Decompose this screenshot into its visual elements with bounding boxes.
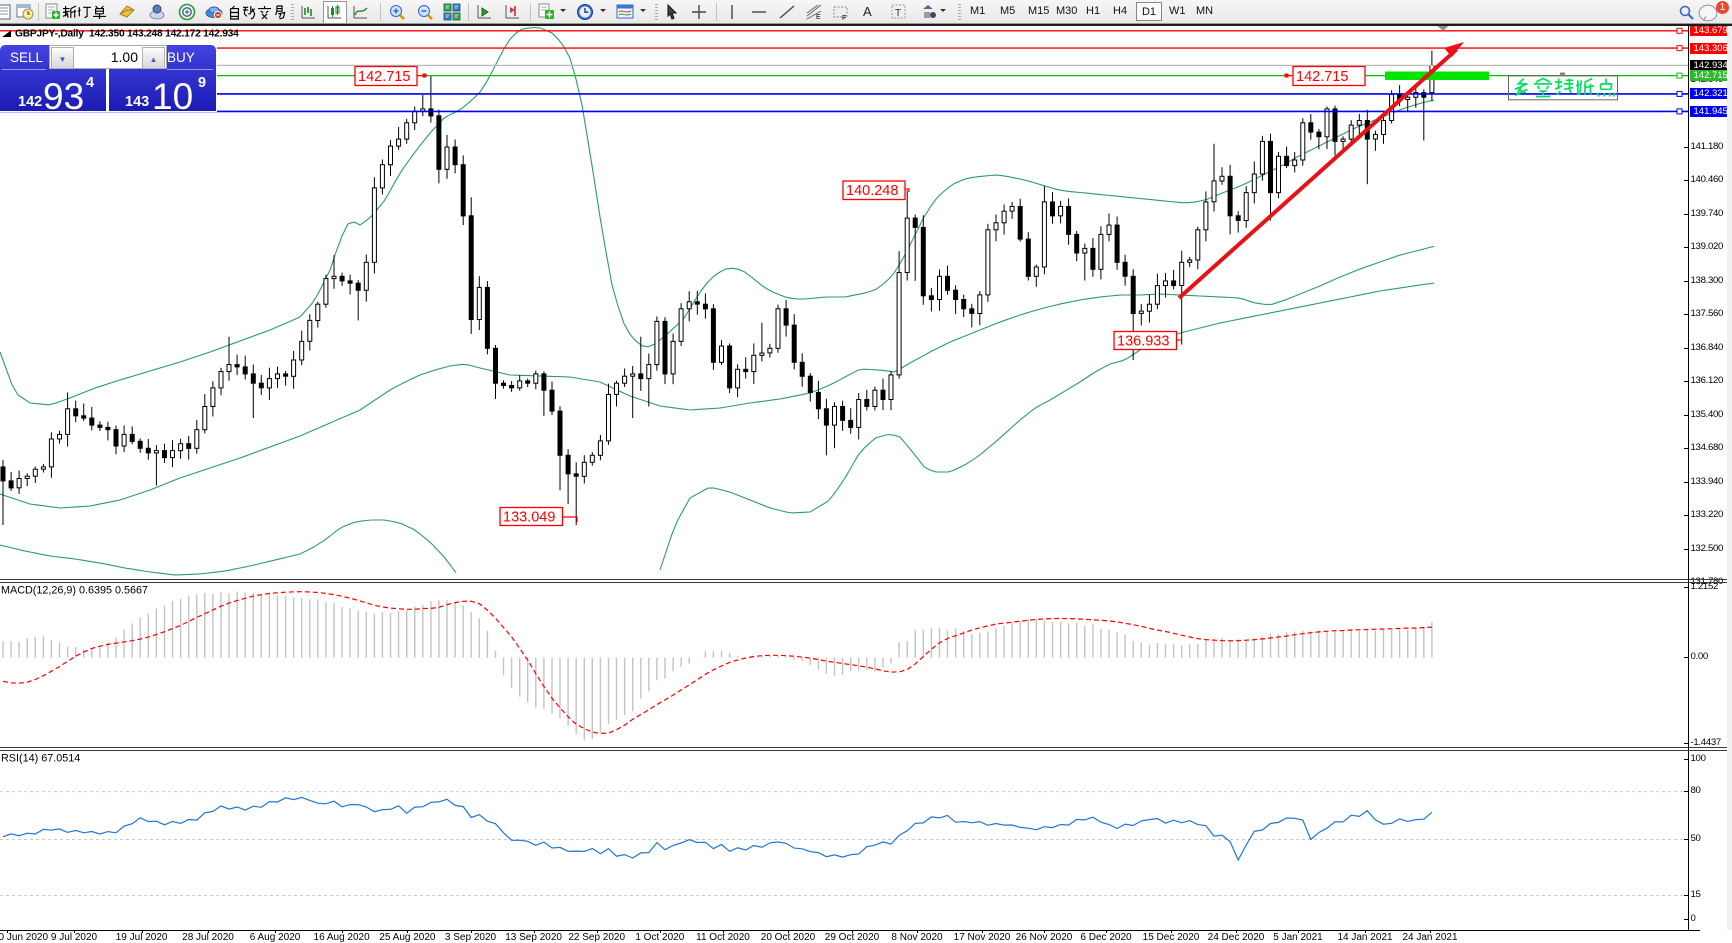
svg-text:E: E: [816, 14, 821, 21]
svg-text:142.715: 142.715: [1296, 69, 1348, 85]
svg-text:MACD(12,26,9) 0.6395 0.5667: MACD(12,26,9) 0.6395 0.5667: [1, 585, 148, 597]
svg-text:133.049: 133.049: [503, 510, 555, 526]
svg-text:F: F: [842, 15, 846, 21]
svg-text:GBPJPY-,Daily 142.350 143.248: GBPJPY-,Daily 142.350 143.248 142.172 14…: [15, 29, 239, 40]
svg-text:140.248: 140.248: [846, 183, 898, 199]
svg-text:142.715: 142.715: [358, 69, 410, 85]
svg-text:T: T: [895, 8, 901, 19]
svg-text:RSI(14) 67.0514: RSI(14) 67.0514: [1, 753, 80, 765]
svg-text:136.933: 136.933: [1117, 334, 1169, 350]
